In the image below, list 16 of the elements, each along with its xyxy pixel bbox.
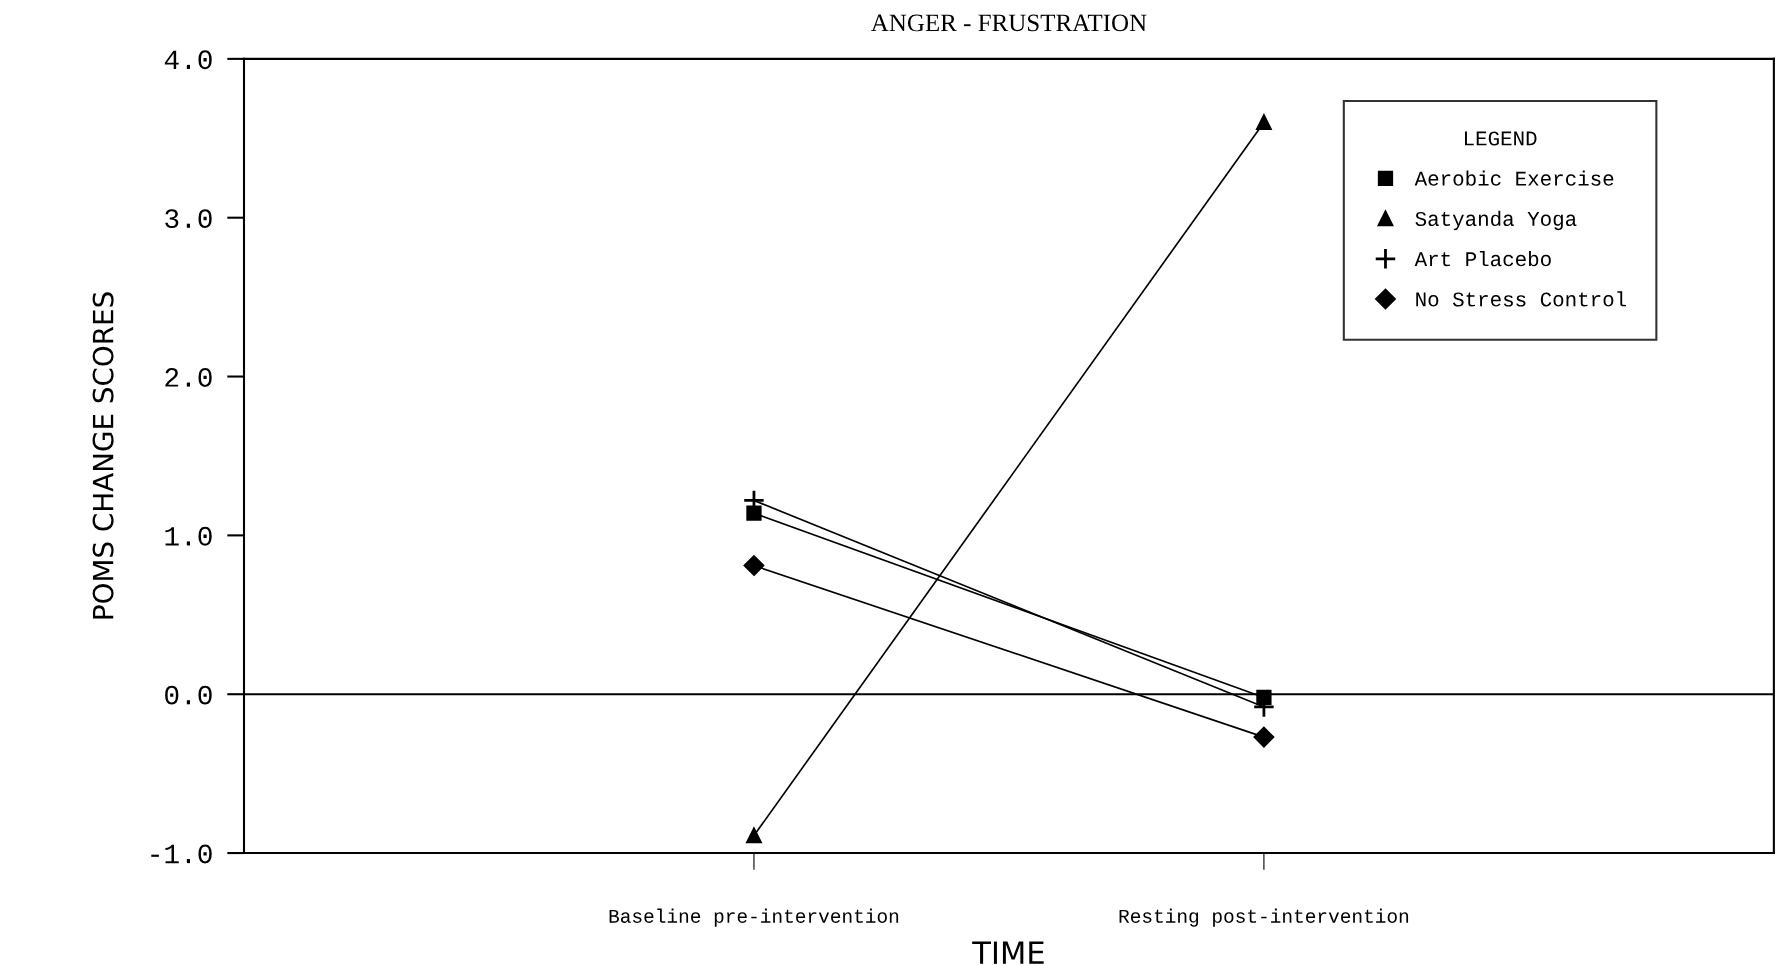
legend-label: Aerobic Exercise <box>1414 170 1614 186</box>
legend-label: Art Placebo <box>1414 250 1551 267</box>
y-tick-label: -1.0 <box>151 844 212 864</box>
x-tick-label: Baseline pre-intervention <box>609 908 899 927</box>
legend-label: Satyanda Yoga <box>1415 210 1577 231</box>
y-axis-title: POMS CHANGE SCORES <box>92 292 114 619</box>
x-tick-label: Resting post-intervention <box>1119 908 1409 927</box>
chart-title: ANGER - FRUSTRATION <box>870 14 1147 32</box>
y-tick-label: 2.0 <box>165 368 212 387</box>
y-tick-label: 0.0 <box>165 685 212 705</box>
y-tick-label: 1.0 <box>165 526 212 546</box>
y-tick-label: 4.0 <box>164 50 212 70</box>
x-axis-title: TIME <box>972 941 1044 964</box>
legend-title: LEGEND <box>1464 131 1537 146</box>
legend-label: No Stress Control <box>1416 291 1627 307</box>
y-tick-label: 3.0 <box>165 209 212 229</box>
